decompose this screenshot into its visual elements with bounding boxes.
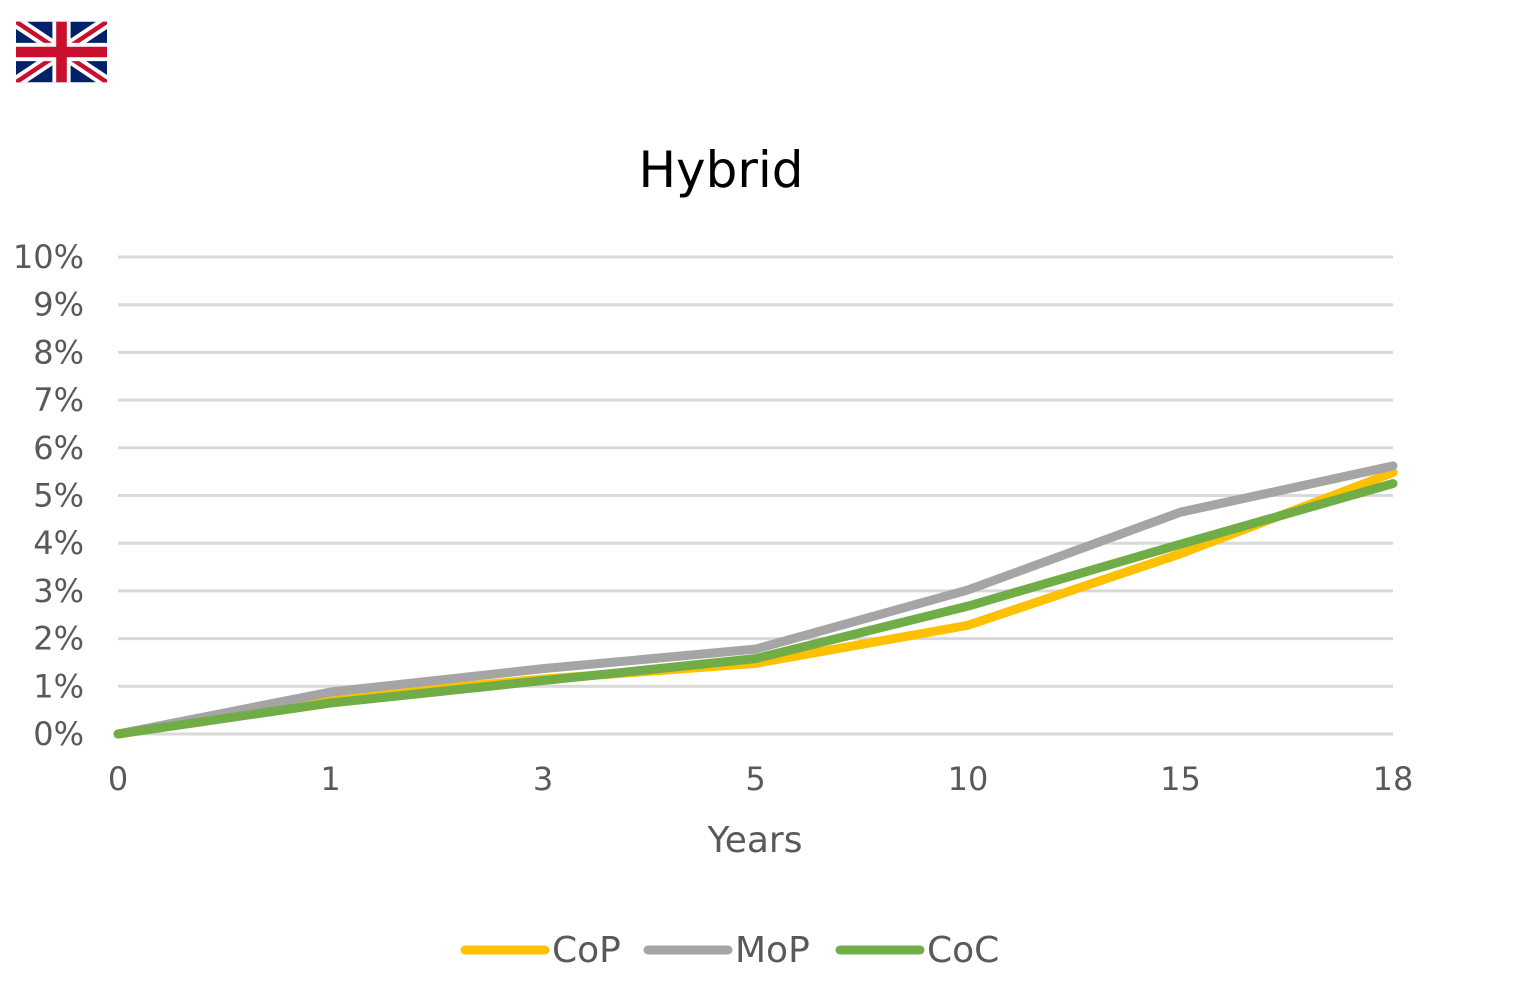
x-axis-title: Years bbox=[707, 820, 803, 861]
x-tick-label: 3 bbox=[533, 760, 553, 798]
legend: CoP MoP CoC bbox=[460, 930, 999, 971]
series-line-mop bbox=[113, 461, 1398, 739]
y-tick-label: 4% bbox=[33, 524, 84, 562]
legend-label-cop: CoP bbox=[552, 930, 621, 971]
y-tick-label: 9% bbox=[33, 286, 84, 324]
x-tick-label: 5 bbox=[745, 760, 765, 798]
chart-title: Hybrid bbox=[638, 141, 803, 199]
x-tick-label: 10 bbox=[948, 760, 989, 798]
legend-label-coc: CoC bbox=[927, 930, 999, 971]
series-line-coc bbox=[113, 479, 1398, 739]
y-tick-label: 10% bbox=[13, 238, 84, 276]
x-axis-ticks: 0 1 3 5 10 15 18 bbox=[108, 760, 1414, 798]
legend-label-mop: MoP bbox=[735, 930, 810, 971]
y-tick-label: 7% bbox=[33, 381, 84, 419]
series-line-cop bbox=[113, 468, 1398, 739]
x-tick-label: 15 bbox=[1160, 760, 1201, 798]
y-tick-label: 6% bbox=[33, 429, 84, 467]
y-tick-label: 0% bbox=[33, 715, 84, 753]
x-tick-label: 1 bbox=[320, 760, 340, 798]
y-tick-label: 1% bbox=[33, 667, 84, 705]
y-axis-ticks: 0% 1% 2% 3% 4% 5% 6% 7% 8% 9% 10% bbox=[13, 238, 84, 753]
y-tick-label: 8% bbox=[33, 333, 84, 371]
x-tick-label: 0 bbox=[108, 760, 128, 798]
gridlines bbox=[118, 255, 1393, 736]
series-lines bbox=[113, 461, 1398, 739]
x-tick-label: 18 bbox=[1373, 760, 1414, 798]
uk-flag-icon bbox=[16, 21, 107, 83]
y-tick-label: 5% bbox=[33, 477, 84, 515]
y-tick-label: 2% bbox=[33, 620, 84, 658]
y-tick-label: 3% bbox=[33, 572, 84, 610]
